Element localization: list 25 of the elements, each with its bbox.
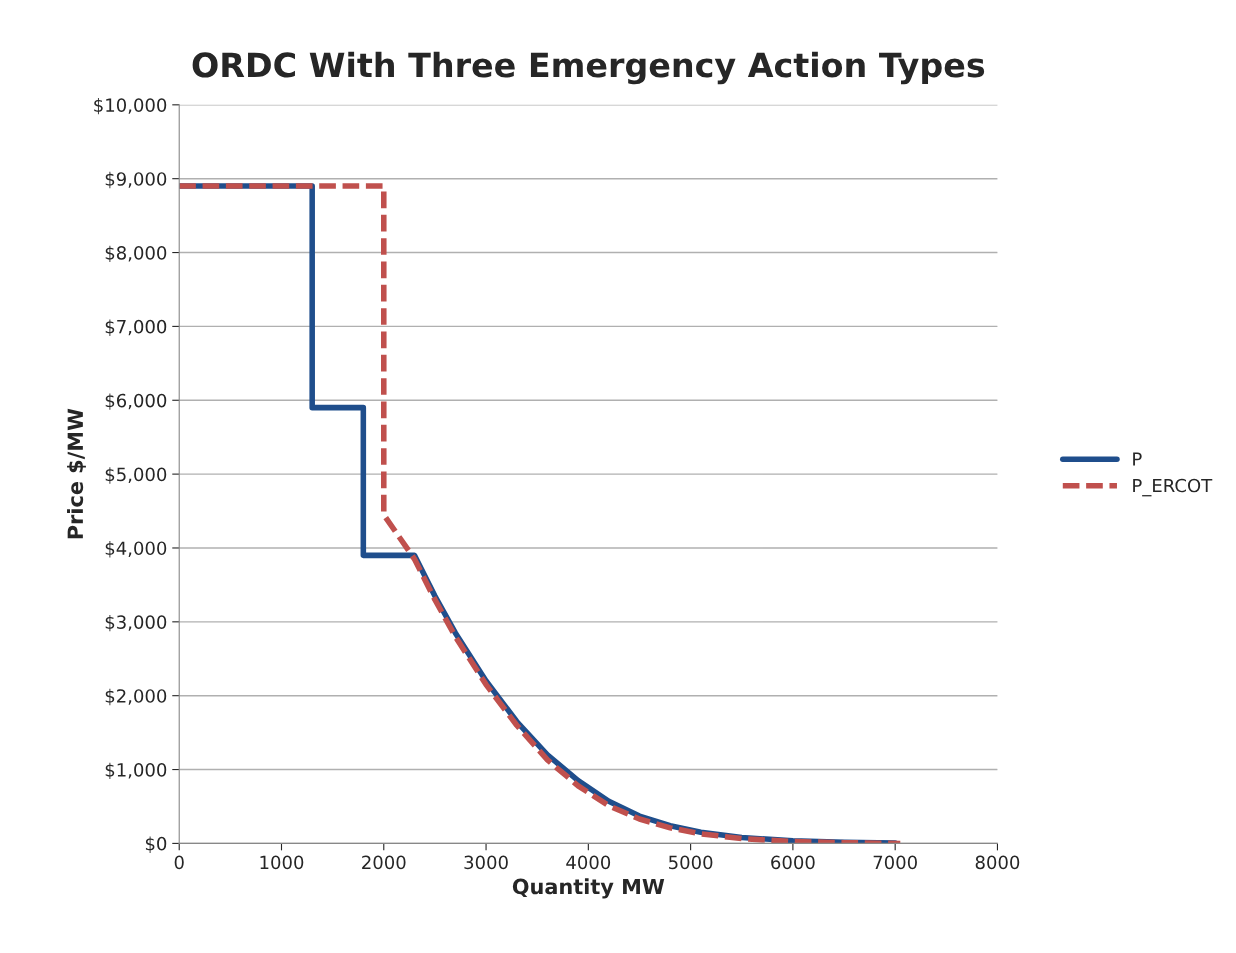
legend-label: P_ERCOT — [1133, 478, 1213, 497]
x-axis-title: Quantity MW — [512, 878, 665, 899]
y-tick-label: $6,000 — [105, 393, 167, 410]
legend-label: P — [1133, 452, 1142, 466]
x-tick-label: 5000 — [669, 855, 713, 870]
x-tick-label: 3000 — [464, 855, 508, 870]
x-tick-label: 1000 — [260, 855, 304, 870]
y-tick-label: $10,000 — [94, 97, 167, 115]
x-tick-label: 7000 — [873, 855, 917, 870]
x-tick-label: 4000 — [566, 855, 611, 870]
y-axis-title: Price $/MW — [67, 408, 86, 539]
y-tick-label: $1,000 — [105, 762, 167, 780]
y-tick-label: $9,000 — [105, 171, 167, 189]
y-tick-label: $3,000 — [105, 614, 167, 632]
y-tick-label: $4,000 — [105, 541, 167, 558]
x-tick-label: 8000 — [975, 855, 1020, 870]
y-tick-label: $7,000 — [105, 319, 167, 336]
y-tick-label: $2,000 — [105, 688, 167, 706]
chart-title: ORDC With Three Emergency Action Types — [192, 51, 985, 85]
y-tick-label: $5,000 — [105, 467, 167, 484]
x-tick-label: 6000 — [771, 855, 815, 870]
y-tick-label: $8,000 — [105, 245, 167, 263]
x-tick-label: 2000 — [362, 855, 406, 870]
y-tick-label: $0 — [145, 836, 167, 853]
x-tick-label: 0 — [174, 855, 184, 870]
